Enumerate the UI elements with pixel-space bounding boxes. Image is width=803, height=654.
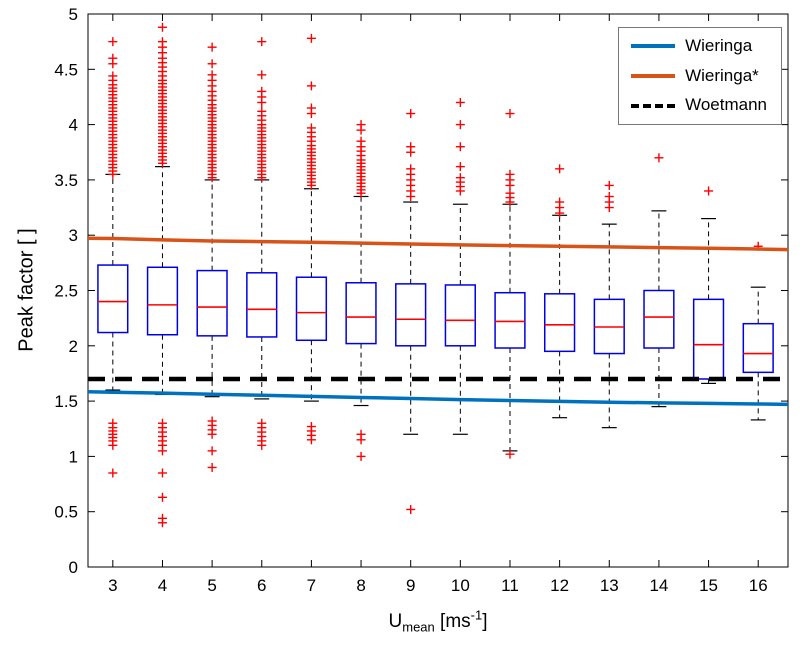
- x-tick-label: 10: [451, 576, 470, 595]
- x-tick-label: 3: [108, 576, 117, 595]
- iqr-box: [444, 284, 476, 347]
- y-tick-label: 5: [69, 5, 78, 24]
- legend-label: Wieringa*: [685, 65, 759, 85]
- legend-label: Woetmann: [685, 95, 767, 115]
- legend-label: Wieringa: [685, 36, 753, 55]
- y-tick-label: 3.5: [54, 171, 78, 190]
- x-tick-label: 9: [406, 576, 415, 595]
- iqr-box: [295, 276, 328, 342]
- x-tick-label: 7: [307, 576, 316, 595]
- woetmann-line-swatch: [631, 103, 676, 108]
- iqr-box: [692, 298, 725, 380]
- y-tick-label: 0: [69, 558, 78, 577]
- x-axis-label-unit-close: ]: [482, 610, 488, 632]
- legend-entry-wieringa-star: Wieringa*: [631, 65, 767, 86]
- y-tick-label: 1.5: [54, 392, 78, 411]
- y-tick-label: 4.5: [54, 60, 78, 79]
- iqr-box: [742, 322, 774, 374]
- x-tick-label: 11: [501, 576, 519, 595]
- y-tick-label: 3: [69, 226, 78, 245]
- iqr-box: [97, 264, 129, 334]
- wieringa-star-line: [87, 236, 789, 252]
- y-tick-label: 2: [69, 337, 78, 356]
- iqr-box: [643, 289, 675, 349]
- y-axis-label: Peak factor [ ]: [15, 228, 38, 352]
- wieringa-line: [87, 389, 789, 407]
- iqr-box: [246, 272, 278, 338]
- x-axis-label-base: U: [388, 610, 403, 632]
- legend-entry-woetmann: Woetmann: [631, 96, 767, 115]
- x-axis-label-subscript: mean: [402, 619, 435, 635]
- iqr-box: [543, 293, 576, 353]
- y-tick-label: 2.5: [54, 282, 78, 301]
- x-tick-label: 4: [158, 576, 167, 595]
- y-tick-label: 4: [69, 116, 78, 135]
- x-tick-label: 12: [550, 576, 569, 595]
- y-tick-label: 0.5: [54, 503, 78, 522]
- x-tick-label: 6: [257, 576, 266, 595]
- x-tick-label: 13: [600, 576, 619, 595]
- legend-entry-wieringa: Wieringa: [631, 36, 767, 56]
- legend: Wieringa Wieringa* Woetmann: [618, 27, 782, 126]
- x-tick-label: 16: [749, 576, 768, 595]
- x-tick-label: 14: [649, 576, 668, 595]
- x-axis-label: Umean [ms-1]: [389, 607, 488, 634]
- x-axis-label-superscript: -1: [470, 607, 483, 623]
- x-tick-label: 8: [356, 576, 365, 595]
- iqr-box: [494, 291, 526, 349]
- x-axis-label-unit-open: [ms: [434, 610, 471, 632]
- y-tick-label: 1: [69, 447, 78, 466]
- iqr-box: [196, 269, 228, 337]
- wieringa-line-swatch: [631, 44, 676, 49]
- x-tick-label: 15: [699, 576, 718, 595]
- x-tick-label: 5: [207, 576, 216, 595]
- iqr-box: [345, 282, 377, 345]
- iqr-box: [395, 283, 427, 347]
- wieringa-star-line-swatch: [631, 74, 676, 79]
- iqr-box: [146, 266, 179, 336]
